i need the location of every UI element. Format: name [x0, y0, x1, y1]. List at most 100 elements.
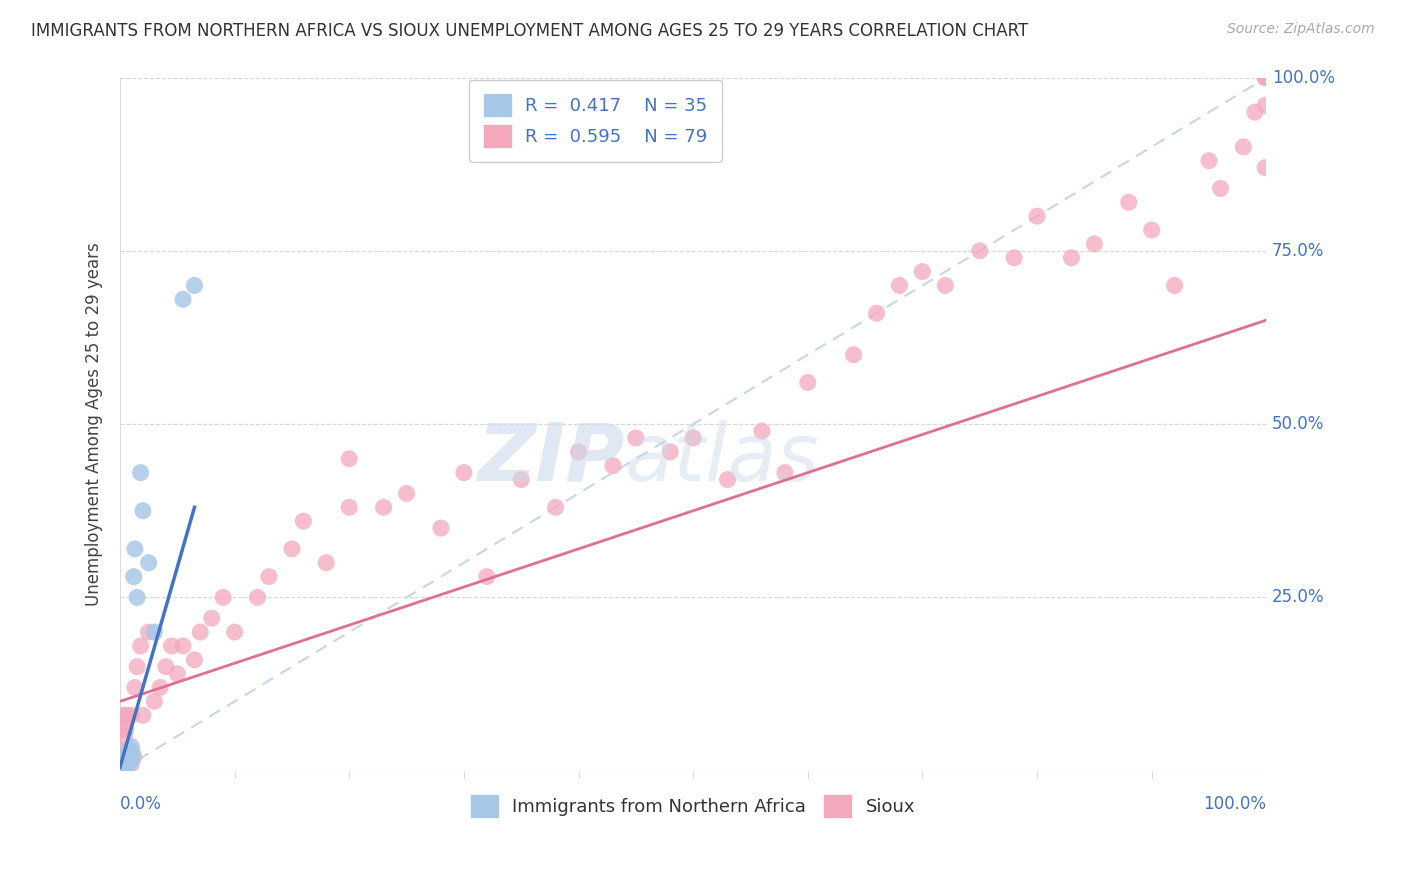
Point — [115, 708, 138, 723]
Point — [510, 473, 533, 487]
Point — [395, 486, 418, 500]
Point — [132, 504, 155, 518]
Point — [224, 625, 246, 640]
Point — [1140, 223, 1163, 237]
Point — [110, 760, 132, 774]
Point — [118, 753, 141, 767]
Point — [127, 659, 149, 673]
Point — [659, 445, 682, 459]
Point — [110, 756, 132, 771]
Point — [337, 500, 360, 515]
Point — [281, 541, 304, 556]
Text: ZIP: ZIP — [477, 420, 624, 498]
Point — [337, 451, 360, 466]
Point — [373, 500, 395, 515]
Point — [1209, 181, 1232, 195]
Point — [1243, 105, 1265, 120]
Point — [172, 639, 194, 653]
Point — [773, 466, 796, 480]
Point — [110, 743, 132, 757]
Text: Source: ZipAtlas.com: Source: ZipAtlas.com — [1227, 22, 1375, 37]
Point — [751, 424, 773, 438]
Point — [138, 625, 160, 640]
Text: 100.0%: 100.0% — [1204, 795, 1267, 813]
Point — [1232, 140, 1254, 154]
Point — [112, 747, 135, 761]
Point — [797, 376, 820, 390]
Point — [716, 473, 738, 487]
Point — [453, 466, 475, 480]
Point — [114, 756, 136, 771]
Point — [138, 556, 160, 570]
Point — [129, 639, 152, 653]
Point — [682, 431, 704, 445]
Legend: Immigrants from Northern Africa, Sioux: Immigrants from Northern Africa, Sioux — [464, 788, 922, 824]
Point — [120, 743, 142, 757]
Point — [114, 722, 136, 736]
Point — [969, 244, 991, 258]
Point — [183, 653, 205, 667]
Point — [1002, 251, 1025, 265]
Point — [865, 306, 887, 320]
Point — [624, 431, 647, 445]
Point — [112, 708, 135, 723]
Point — [114, 760, 136, 774]
Point — [120, 756, 142, 771]
Point — [117, 749, 139, 764]
Point — [1060, 251, 1083, 265]
Point — [114, 760, 136, 774]
Point — [188, 625, 211, 640]
Point — [111, 760, 134, 774]
Point — [114, 753, 136, 767]
Point — [129, 466, 152, 480]
Point — [111, 753, 134, 767]
Point — [118, 743, 141, 757]
Point — [117, 749, 139, 764]
Point — [143, 625, 166, 640]
Point — [257, 569, 280, 583]
Point — [117, 756, 139, 771]
Point — [115, 753, 138, 767]
Point — [111, 756, 134, 771]
Point — [124, 541, 146, 556]
Point — [122, 749, 145, 764]
Point — [1026, 209, 1049, 223]
Point — [315, 556, 337, 570]
Point — [1254, 70, 1277, 85]
Text: atlas: atlas — [624, 420, 820, 498]
Point — [160, 639, 183, 653]
Point — [112, 753, 135, 767]
Point — [212, 591, 235, 605]
Point — [430, 521, 453, 535]
Point — [1198, 153, 1220, 168]
Point — [114, 756, 136, 771]
Point — [111, 756, 134, 771]
Point — [155, 659, 177, 673]
Point — [292, 514, 315, 528]
Point — [127, 591, 149, 605]
Point — [115, 747, 138, 761]
Point — [114, 749, 136, 764]
Point — [114, 729, 136, 743]
Point — [114, 749, 136, 764]
Point — [1118, 195, 1140, 210]
Point — [544, 500, 567, 515]
Point — [124, 681, 146, 695]
Point — [111, 722, 134, 736]
Point — [112, 756, 135, 771]
Point — [911, 264, 934, 278]
Point — [475, 569, 498, 583]
Point — [889, 278, 911, 293]
Point — [1254, 98, 1277, 112]
Point — [166, 666, 188, 681]
Point — [122, 569, 145, 583]
Point — [112, 760, 135, 774]
Point — [132, 708, 155, 723]
Point — [1163, 278, 1185, 293]
Point — [183, 278, 205, 293]
Point — [567, 445, 589, 459]
Text: 50.0%: 50.0% — [1272, 415, 1324, 434]
Point — [115, 760, 138, 774]
Point — [120, 749, 142, 764]
Point — [1254, 70, 1277, 85]
